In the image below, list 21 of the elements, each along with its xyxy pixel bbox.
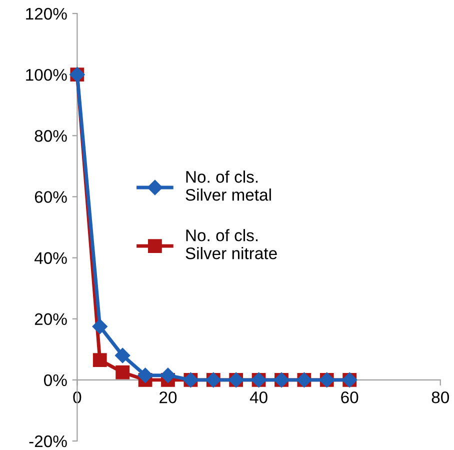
y-tick-label: 0% <box>44 374 67 386</box>
point <box>138 368 153 383</box>
y-tick-label: -20% <box>29 435 67 448</box>
point <box>116 365 130 380</box>
y-tick-label: 60% <box>34 191 67 203</box>
x-tick-label: 80 <box>432 391 449 404</box>
point <box>92 318 108 334</box>
point <box>160 368 176 383</box>
x-tick-label: 0 <box>73 391 82 404</box>
point <box>115 348 130 364</box>
point <box>92 353 107 368</box>
y-tick-label: 40% <box>34 252 67 264</box>
y-tick-label: 20% <box>34 313 67 326</box>
y-tick-label: 120% <box>26 8 67 20</box>
y-tick-label: 100% <box>26 68 67 81</box>
x-tick-label: 60 <box>341 391 358 404</box>
legend-label: No. of cls. Silver nitrate <box>186 229 277 260</box>
legend-label: No. of cls. Silver metal <box>186 170 271 201</box>
y-tick-label: 80% <box>34 130 67 142</box>
x-tick-label: 40 <box>250 391 268 404</box>
x-tick-label: 20 <box>160 391 177 404</box>
